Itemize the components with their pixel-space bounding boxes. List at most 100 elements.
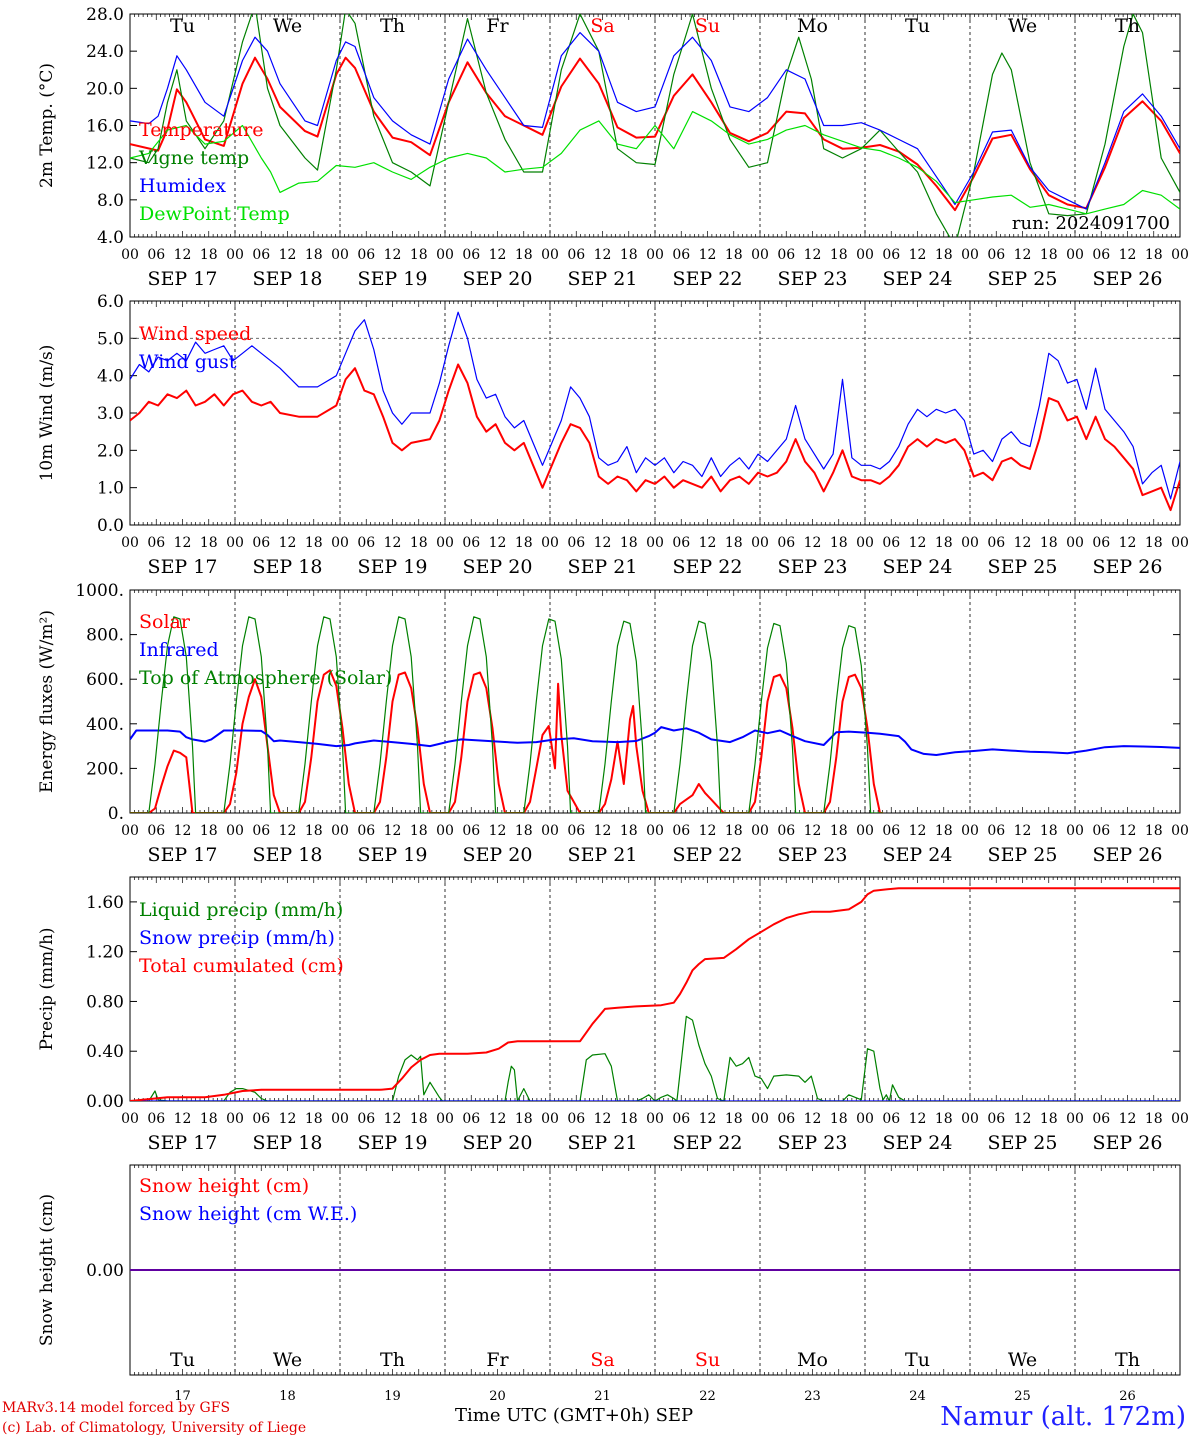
hour-tick-label: 12	[1119, 823, 1137, 839]
day-label: SEP 19	[358, 844, 428, 866]
hour-tick-label: 00	[856, 247, 874, 263]
hour-tick-label: 00	[751, 247, 769, 263]
day-label: SEP 23	[778, 556, 848, 578]
day-label: SEP 25	[988, 556, 1058, 578]
hour-tick-label: 06	[567, 1111, 585, 1127]
hour-tick-label: 06	[672, 823, 690, 839]
hour-tick-label: 12	[909, 247, 927, 263]
day-label: SEP 23	[778, 844, 848, 866]
day-label: SEP 21	[568, 556, 638, 578]
hour-tick-label: 06	[462, 535, 480, 551]
legend-entry: Liquid precip (mm/h)	[139, 899, 343, 921]
hour-tick-label: 00	[541, 1111, 559, 1127]
hour-tick-label: 06	[1092, 535, 1110, 551]
series-line	[130, 616, 884, 813]
legend-entry: Humidex	[139, 175, 226, 197]
hour-tick-label: 18	[200, 535, 218, 551]
legend-entry: Solar	[139, 611, 191, 633]
hour-tick-label: 06	[147, 247, 165, 263]
hour-tick-label: 18	[1040, 535, 1058, 551]
hour-tick-label: 12	[489, 823, 507, 839]
hour-tick-label: 00	[646, 247, 664, 263]
hour-tick-label: 18	[305, 247, 323, 263]
hour-tick-label: 06	[987, 1111, 1005, 1127]
day-label: SEP 22	[673, 1132, 743, 1154]
series-line	[130, 14, 1180, 237]
hour-tick-label: 18	[1040, 247, 1058, 263]
station-name: Namur (alt. 172m)	[940, 1402, 1186, 1432]
hour-tick-label: 00	[856, 823, 874, 839]
hour-tick-label: 18	[1145, 247, 1163, 263]
hour-tick-label: 00	[121, 535, 139, 551]
day-label: SEP 24	[883, 268, 953, 290]
y-tick-label: 400.	[86, 715, 124, 735]
y-tick-label: 2.0	[97, 441, 124, 461]
day-label: SEP 24	[883, 844, 953, 866]
hour-tick-label: 00	[961, 1111, 979, 1127]
series-line	[130, 311, 1180, 500]
day-number-label: 17	[174, 1389, 191, 1404]
hour-tick-label: 00	[331, 1111, 349, 1127]
hour-tick-label: 06	[777, 247, 795, 263]
hour-tick-label: 12	[699, 1111, 717, 1127]
y-tick-label: 1.20	[86, 943, 124, 963]
hour-tick-label: 06	[672, 247, 690, 263]
hour-tick-label: 18	[935, 247, 953, 263]
hour-tick-label: 12	[489, 1111, 507, 1127]
hour-tick-label: 12	[909, 823, 927, 839]
hour-tick-label: 00	[226, 1111, 244, 1127]
hour-tick-label: 06	[882, 823, 900, 839]
hour-tick-label: 12	[1014, 535, 1032, 551]
hour-tick-label: 12	[279, 1111, 297, 1127]
y-tick-label: 5.0	[97, 329, 124, 349]
hour-tick-label: 00	[1171, 535, 1189, 551]
hour-tick-label: 18	[620, 823, 638, 839]
hour-tick-label: 18	[1145, 823, 1163, 839]
hour-tick-label: 12	[384, 1111, 402, 1127]
model-credit: MARv3.14 model forced by GFS	[2, 1400, 231, 1416]
hour-tick-label: 18	[830, 1111, 848, 1127]
hour-tick-label: 18	[1145, 1111, 1163, 1127]
hour-tick-label: 18	[1040, 1111, 1058, 1127]
hour-tick-label: 12	[279, 535, 297, 551]
y-tick-label: 0.80	[86, 992, 124, 1012]
y-tick-label: 28.0	[86, 5, 124, 25]
hour-tick-label: 18	[830, 823, 848, 839]
day-label: SEP 25	[988, 844, 1058, 866]
hour-tick-label: 12	[279, 823, 297, 839]
hour-tick-label: 06	[147, 1111, 165, 1127]
hour-tick-label: 00	[1171, 823, 1189, 839]
hour-tick-label: 12	[174, 535, 192, 551]
hour-tick-label: 18	[515, 823, 533, 839]
hour-tick-label: 06	[1092, 1111, 1110, 1127]
day-label: SEP 21	[568, 844, 638, 866]
hour-tick-label: 12	[1119, 247, 1137, 263]
day-number-label: 22	[699, 1389, 716, 1404]
hour-tick-label: 06	[777, 1111, 795, 1127]
weekday-label: Fr	[486, 15, 509, 37]
y-tick-label: 0.0	[97, 516, 124, 536]
y-axis-label: Snow height (cm)	[37, 1194, 57, 1346]
hour-tick-label: 18	[410, 247, 428, 263]
hour-tick-label: 12	[384, 247, 402, 263]
day-label: SEP 20	[463, 1132, 533, 1154]
hour-tick-label: 12	[384, 535, 402, 551]
y-tick-label: 8.0	[97, 191, 124, 211]
hour-tick-label: 06	[672, 1111, 690, 1127]
y-tick-label: 800.	[86, 626, 124, 646]
hour-tick-label: 00	[121, 823, 139, 839]
day-label: SEP 21	[568, 1132, 638, 1154]
weekday-label: Su	[695, 15, 720, 37]
day-label: SEP 23	[778, 1132, 848, 1154]
day-number-label: 24	[909, 1389, 926, 1404]
hour-tick-label: 18	[620, 247, 638, 263]
hour-tick-label: 06	[1092, 823, 1110, 839]
hour-tick-label: 18	[1145, 535, 1163, 551]
day-label: SEP 26	[1093, 556, 1163, 578]
hour-tick-label: 12	[174, 247, 192, 263]
legend-entry: Top of Atmosphere (Solar)	[139, 667, 392, 689]
y-tick-label: 4.0	[97, 367, 124, 387]
hour-tick-label: 06	[777, 535, 795, 551]
legend-entry: Temperature	[139, 119, 263, 141]
y-tick-label: 1.60	[86, 893, 124, 913]
